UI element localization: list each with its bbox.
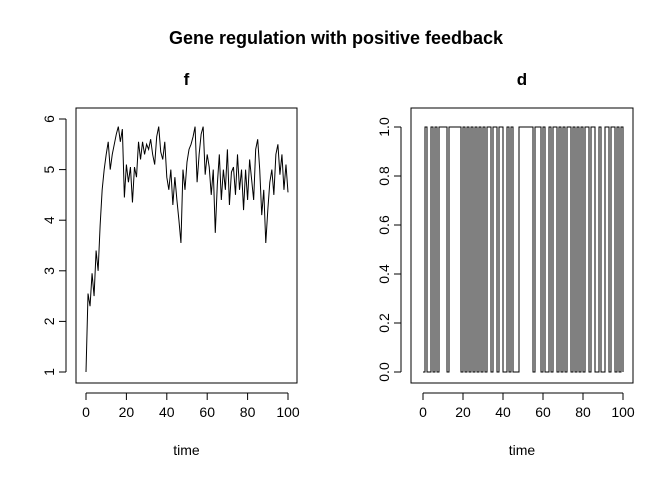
x-tick-label: 80: [240, 404, 256, 420]
figure-title: Gene regulation with positive feedback: [169, 28, 504, 48]
y-tick-label: 0.2: [376, 313, 392, 333]
y-tick-label: 0.0: [376, 362, 392, 382]
y-tick-label: 6: [41, 115, 57, 123]
x-tick-label: 100: [276, 404, 300, 420]
panel-1: f 0 20 40 60 80 100 time 1 2 3 4 5 6: [41, 70, 300, 458]
panel-title: d: [517, 70, 527, 89]
x-tick-label: 20: [119, 404, 135, 420]
y-tick-label: 4: [41, 216, 57, 224]
y-tick-label: 1.0: [376, 117, 392, 137]
y-tick-label: 3: [41, 267, 57, 275]
panels: f 0 20 40 60 80 100 time 1 2 3 4 5 6 d 0 20 40 60 80 100 time…: [41, 70, 635, 458]
x-axis-label: time: [173, 442, 200, 458]
y-tick-label: 2: [41, 317, 57, 325]
x-tick-label: 20: [455, 404, 471, 420]
y-tick-label: 0.6: [376, 215, 392, 235]
y-tick-label: 0.8: [376, 166, 392, 186]
x-tick-label: 60: [535, 404, 551, 420]
series-line-1: [85, 126, 289, 373]
panel-title: f: [184, 70, 190, 89]
panel-2: d 0 20 40 60 80 100 time 0.0 0.2 0.4 0.6 0.8 1.0: [376, 70, 635, 458]
x-tick-label: 0: [419, 404, 427, 420]
series-line-1: [423, 126, 624, 373]
y-tick-label: 1: [41, 368, 57, 376]
x-tick-label: 0: [82, 404, 90, 420]
x-tick-label: 80: [575, 404, 591, 420]
plot-frame: [75, 107, 298, 384]
x-tick-label: 40: [495, 404, 511, 420]
plot-frame: [410, 107, 634, 384]
x-tick-label: 40: [159, 404, 175, 420]
x-tick-label: 60: [199, 404, 215, 420]
y-tick-label: 0.4: [376, 264, 392, 284]
x-tick-label: 100: [611, 404, 635, 420]
y-tick-label: 5: [41, 165, 57, 173]
x-axis-label: time: [509, 442, 536, 458]
